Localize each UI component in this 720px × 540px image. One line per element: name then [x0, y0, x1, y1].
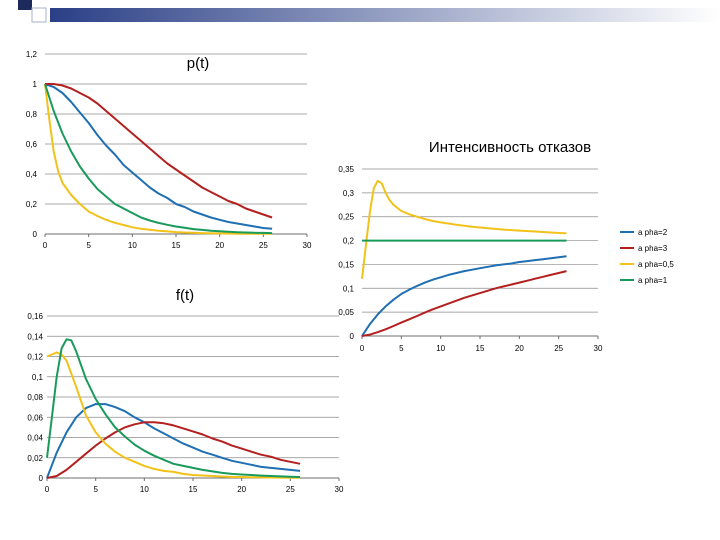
y-tick-label: 0,8 [26, 110, 38, 119]
x-tick-label: 10 [128, 241, 137, 250]
y-tick-label: 0,4 [26, 170, 38, 179]
header-square-1 [18, 0, 32, 10]
x-tick-label: 5 [86, 241, 91, 250]
x-tick-label: 0 [43, 241, 48, 250]
x-tick-label: 25 [554, 344, 563, 353]
header-decor-graphic [18, 0, 720, 23]
x-tick-label: 20 [237, 485, 246, 494]
y-tick-label: 0,6 [26, 140, 38, 149]
x-tick-label: 10 [436, 344, 445, 353]
series-line-alpha1 [46, 338, 301, 478]
y-tick-label: 0,02 [27, 454, 43, 463]
y-tick-label: 0,14 [27, 332, 43, 341]
x-tick-label: 25 [259, 241, 268, 250]
y-tick-label: 0,04 [27, 434, 43, 443]
x-tick-label: 15 [172, 241, 181, 250]
chart-p-of-t: 0 0,2 0,4 0,6 0,8 1 1,2 0 5 10 15 20 25 30 p(t) [26, 50, 312, 250]
header-decor [0, 0, 720, 30]
y-tick-label: 0 [350, 332, 355, 341]
header-square-2 [31, 7, 47, 23]
series-line-alpha3 [46, 421, 301, 479]
y-tick-label: 0 [33, 230, 38, 239]
y-tick-label: 1 [33, 80, 38, 89]
series-line-alpha3 [361, 270, 567, 337]
x-tick-label: 5 [399, 344, 404, 353]
y-tick-label: 0,2 [26, 200, 38, 209]
legend-label: a pha=0,5 [638, 260, 674, 269]
y-tick-label: 0,05 [338, 308, 354, 317]
y-tick-label: 0,06 [27, 413, 43, 422]
chart-f-of-t: 0 0,02 0,04 0,06 0,08 0,1 0,12 0,14 0,16 0 5 10 15 20… [27, 287, 344, 494]
x-tick-label: 25 [286, 485, 295, 494]
series-line-alpha05 [46, 351, 301, 479]
x-tick-label: 30 [335, 485, 344, 494]
x-tick-label: 20 [215, 241, 224, 250]
chart-title: Интенсивность отказов [429, 139, 591, 156]
y-tick-label: 0,15 [338, 260, 354, 269]
x-tick-label: 0 [360, 344, 365, 353]
y-tick-label: 0,08 [27, 393, 43, 402]
x-tick-label: 15 [476, 344, 485, 353]
legend-label: a pha=3 [638, 244, 668, 253]
series-line-alpha2 [361, 255, 567, 337]
y-tick-label: 0 [39, 474, 44, 483]
x-tick-label: 15 [189, 485, 198, 494]
x-tick-label: 10 [140, 485, 149, 494]
y-tick-label: 0,3 [343, 189, 355, 198]
header-gradient-bar [50, 8, 720, 22]
series-line-alpha2 [44, 83, 273, 230]
chart-failure-intensity: 0 0,05 0,1 0,15 0,2 0,25 0,3 0,35 0 5 10 15 20 25 30 Ин… [338, 139, 674, 353]
x-tick-label: 5 [93, 485, 98, 494]
y-tick-label: 0,12 [27, 353, 43, 362]
x-tick-label: 20 [515, 344, 524, 353]
series-line-alpha05 [44, 83, 273, 235]
series-line-alpha3 [45, 83, 273, 219]
series-line-alpha1 [44, 83, 273, 235]
legend-label: a pha=2 [638, 228, 668, 237]
x-tick-label: 30 [594, 344, 603, 353]
y-tick-label: 0,35 [338, 165, 354, 174]
x-tick-label: 0 [45, 485, 50, 494]
legend-label: a pha=1 [638, 276, 668, 285]
y-tick-label: 1,2 [26, 50, 38, 59]
y-tick-label: 0,1 [343, 284, 355, 293]
y-tick-label: 0,16 [27, 312, 43, 321]
y-tick-label: 0,1 [32, 373, 44, 382]
chart-title: f(t) [176, 287, 194, 304]
x-tick-label: 30 [303, 241, 312, 250]
series-line-alpha05 [361, 179, 567, 279]
y-tick-label: 0,25 [338, 213, 354, 222]
y-tick-label: 0,2 [343, 237, 355, 246]
chart-title: p(t) [187, 55, 210, 72]
series-line-alpha2 [46, 403, 301, 479]
